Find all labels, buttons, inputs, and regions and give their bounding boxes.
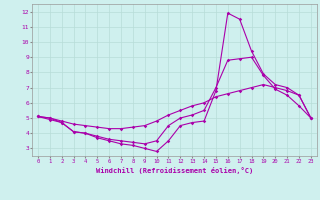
X-axis label: Windchill (Refroidissement éolien,°C): Windchill (Refroidissement éolien,°C)	[96, 167, 253, 174]
